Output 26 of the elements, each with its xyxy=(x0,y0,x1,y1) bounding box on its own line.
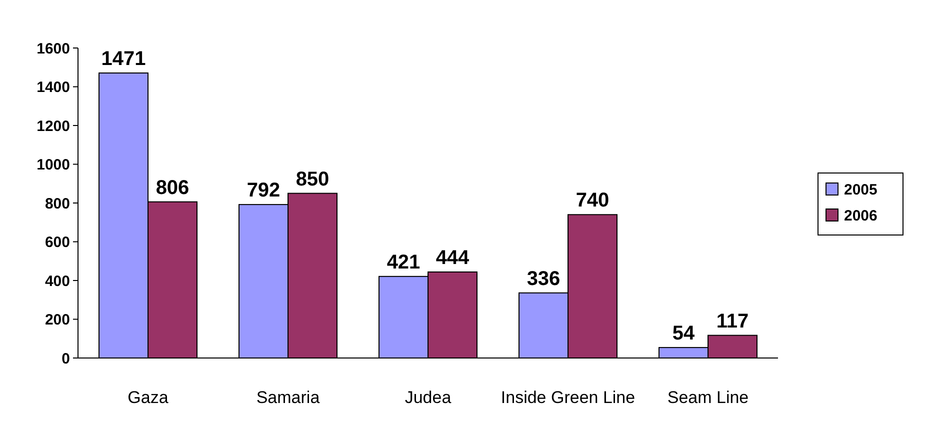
x-tick-label: Samaria xyxy=(256,388,320,407)
data-label: 336 xyxy=(526,268,560,290)
data-label: 850 xyxy=(296,168,330,190)
y-tick-label: 400 xyxy=(44,272,70,290)
y-tick-label: 1600 xyxy=(36,40,70,58)
y-tick-label: 800 xyxy=(44,195,70,212)
x-tick-label: Judea xyxy=(404,388,452,407)
y-tick-label: 1400 xyxy=(36,79,70,96)
data-label: 421 xyxy=(386,251,420,274)
data-label: 740 xyxy=(576,190,610,212)
data-label: 806 xyxy=(156,176,190,199)
y-tick-label: 0 xyxy=(62,350,70,368)
data-label: 444 xyxy=(436,246,470,269)
x-tick-label: Seam Line xyxy=(667,388,749,407)
y-tick-label: 1000 xyxy=(36,156,70,174)
x-tick-label: Gaza xyxy=(128,388,169,407)
legend-label: 2005 xyxy=(844,181,878,198)
y-tick-label: 600 xyxy=(44,234,70,251)
x-tick-label: Inside Green Line xyxy=(500,388,636,407)
y-tick-label: 1200 xyxy=(36,118,70,135)
legend-label: 2006 xyxy=(844,207,878,224)
data-label: 54 xyxy=(672,322,696,345)
data-label: 1471 xyxy=(101,48,146,70)
y-tick-label: 200 xyxy=(44,312,70,328)
data-label: 117 xyxy=(716,310,749,332)
data-label: 792 xyxy=(246,180,280,202)
